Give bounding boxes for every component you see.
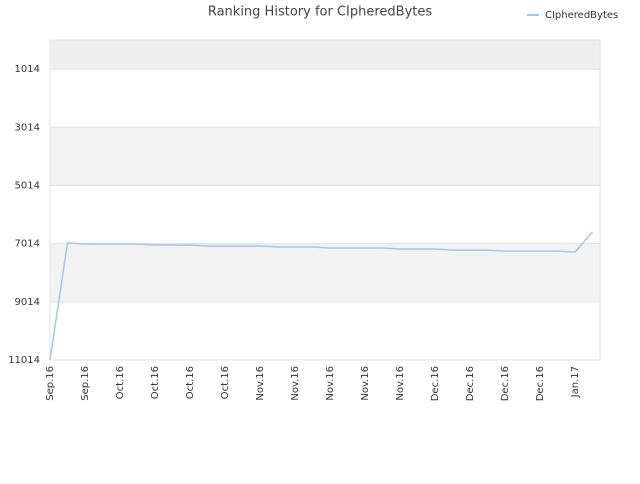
x-tick-label: Oct.16	[185, 366, 196, 399]
x-tick-label: Jan.17	[570, 366, 581, 398]
x-tick-label: Sep.16	[80, 366, 91, 401]
x-tick-label: Nov.16	[255, 366, 266, 401]
x-tick-label: Nov.16	[395, 366, 406, 401]
x-tick-label: Oct.16	[220, 366, 231, 399]
y-tick-label: 7014	[15, 239, 40, 250]
x-tick-label: Nov.16	[290, 366, 301, 401]
band	[50, 40, 600, 70]
band	[50, 185, 600, 244]
x-tick-label: Nov.16	[360, 366, 371, 401]
band	[50, 243, 600, 302]
x-tick-label: Dec.16	[465, 366, 476, 401]
x-tick-label: Dec.16	[430, 366, 441, 401]
band	[50, 301, 600, 360]
y-tick-label: 5014	[15, 180, 40, 191]
band	[50, 69, 600, 128]
legend-label: CIpheredBytes	[545, 10, 618, 21]
x-tick-label: Oct.16	[115, 366, 126, 399]
x-tick-label: Oct.16	[150, 366, 161, 399]
y-tick-label: 9014	[15, 297, 40, 308]
x-tick-label: Dec.16	[500, 366, 511, 401]
chart-title: Ranking History for CIpheredBytes	[208, 5, 433, 20]
band	[50, 127, 600, 186]
x-tick-label: Sep.16	[45, 366, 56, 401]
y-tick-label: 1014	[15, 64, 40, 75]
x-tick-label: Dec.16	[535, 366, 546, 401]
y-tick-label: 3014	[15, 122, 40, 133]
y-tick-label: 11014	[8, 355, 40, 366]
data-line	[49, 231, 594, 361]
x-tick-label: Nov.16	[325, 366, 336, 401]
